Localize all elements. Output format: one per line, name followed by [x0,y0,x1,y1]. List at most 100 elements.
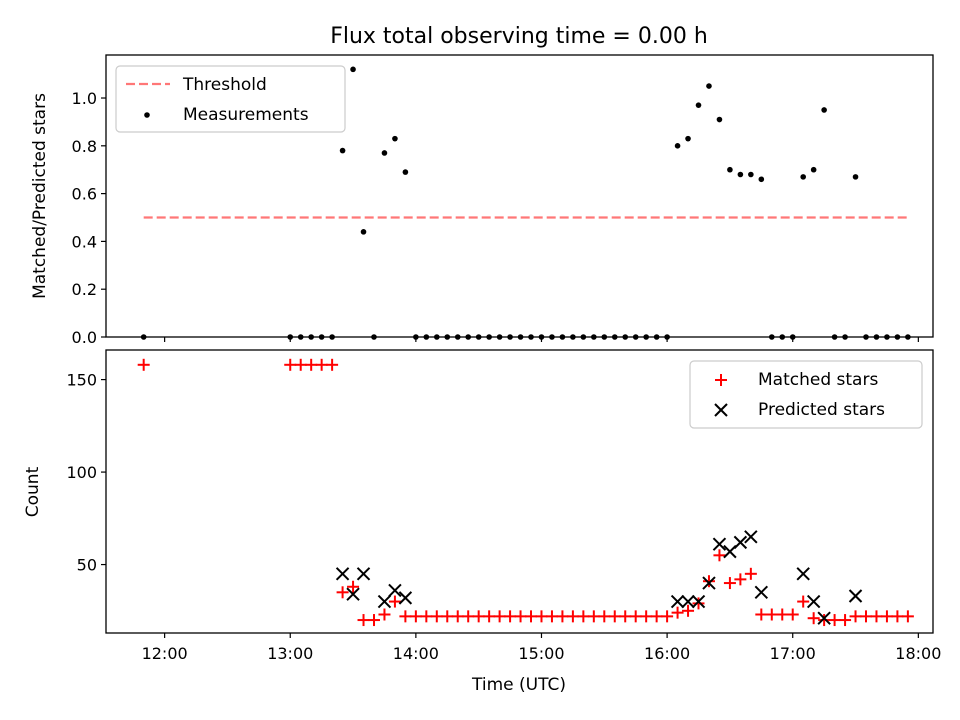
matched-star-point [357,614,370,627]
matched-star-point [566,610,579,623]
matched-star-point [441,610,454,623]
ratio-y-label: Matched/Predicted stars [30,93,50,299]
matched-star-point [807,612,820,625]
matched-legend-marker [715,374,727,386]
matched-star-point [629,610,642,623]
predicted-star-stroke [691,594,706,609]
count-y-tick-label: 50 [77,556,97,575]
matched-star-point [776,608,789,621]
predicted-legend-marker [714,403,728,417]
ratio-y-tick-label: 1.0 [72,89,97,108]
measurements-legend-label: Measurements [183,105,309,125]
matched-star-point [483,610,496,623]
predicted-star-point [388,583,402,598]
predicted-star-point [681,594,695,609]
matched-star-point [326,358,339,371]
matched-star-point [525,610,538,623]
matched-star-point [797,595,810,608]
count-y-tick-label: 150 [66,371,97,390]
matched-star-point [388,595,401,608]
matched-star-point [723,577,736,590]
predicted-star-stroke [733,535,748,550]
matched-star-point [692,597,705,610]
matched-star-point [619,610,632,623]
matched-star-point [818,614,831,627]
measurement-point [695,102,702,108]
predicted-star-point [817,611,831,625]
matched-star-point [545,610,558,623]
measurement-point [706,83,712,89]
ratio-y-tick-label: 0.2 [72,280,97,299]
measurement-point [727,166,733,173]
matched-star-point [891,610,904,623]
time-x-tick-label: 13:00 [267,644,313,663]
predicted-star-point [754,585,769,600]
measurement-point [402,169,409,175]
predicted-star-stroke [744,530,758,544]
count-panel-frame [105,349,934,634]
matched-star-point [347,580,360,593]
measurement-point [852,174,859,180]
matched-star-point [702,575,715,588]
time-x-tick-label: 18:00 [895,644,941,663]
time-x-tick-label: 15:00 [518,644,564,663]
matched-star-point [472,610,485,623]
matched-star-point [336,586,349,599]
predicted-star-stroke [356,567,371,581]
count-y-tick-label: 100 [66,463,97,482]
measurement-point [360,229,367,235]
matched-star-point [378,608,391,621]
predicted-star-stroke [388,583,402,598]
predicted-legend-label: Predicted stars [758,400,885,420]
matched-star-point [420,610,433,623]
count-legend: Matched stars Predicted stars [689,360,923,429]
matched-star-point [556,610,569,623]
ratio-legend: Threshold Measurements [115,65,346,133]
matched-star-point [744,567,757,580]
predicted-star-stroke [796,567,810,581]
measurement-point [810,166,817,173]
matched-star-point [755,608,768,621]
predicted-star-stroke [670,594,685,609]
chart-title: Flux total observing time = 0.00 h [330,24,708,49]
predicted-star-stroke [848,589,863,603]
matched-star-point [137,358,150,371]
measurement-point [800,174,806,180]
time-x-tick-label: 17:00 [770,644,816,663]
matched-star-point [880,610,893,623]
predicted-star-point [796,567,810,581]
measurement-point [339,147,346,154]
matched-star-point [315,358,328,371]
matched-star-point [587,610,600,623]
measurement-point [381,150,388,156]
predicted-star-point [670,594,685,609]
matched-star-point [294,358,307,371]
predicted-star-point [356,567,371,581]
measurement-point [737,171,744,178]
measurement-point [685,135,691,142]
predicted-star-point [691,594,706,609]
predicted-star-stroke [377,594,392,609]
predicted-star-stroke [398,591,413,605]
predicted-star-point [744,530,758,544]
measurement-point [716,116,723,123]
matched-star-point [860,610,873,623]
predicted-star-point [398,591,413,605]
ratio-panel: 0.0 0.2 0.4 0.6 0.8 1.0 Matched/Predicted sta… [30,54,934,347]
matched-star-point [682,604,695,617]
measurements-legend-marker [144,112,150,118]
matched-star-point [671,606,684,619]
matched-star-point [713,549,726,562]
matched-star-point [828,614,841,627]
ratio-y-tick-label: 0.0 [72,328,97,347]
time-x-tick-label: 16:00 [644,644,690,663]
predicted-star-stroke [754,585,769,600]
threshold-legend-label: Threshold [182,75,267,95]
time-x-tick-label: 12:00 [142,644,188,663]
matched-star-point [870,610,883,623]
ratio-y-tick-label: 0.4 [72,232,97,251]
matched-star-point [849,610,862,623]
predicted-star-point [377,594,392,609]
matched-star-point [504,610,517,623]
matched-star-point [598,610,611,623]
